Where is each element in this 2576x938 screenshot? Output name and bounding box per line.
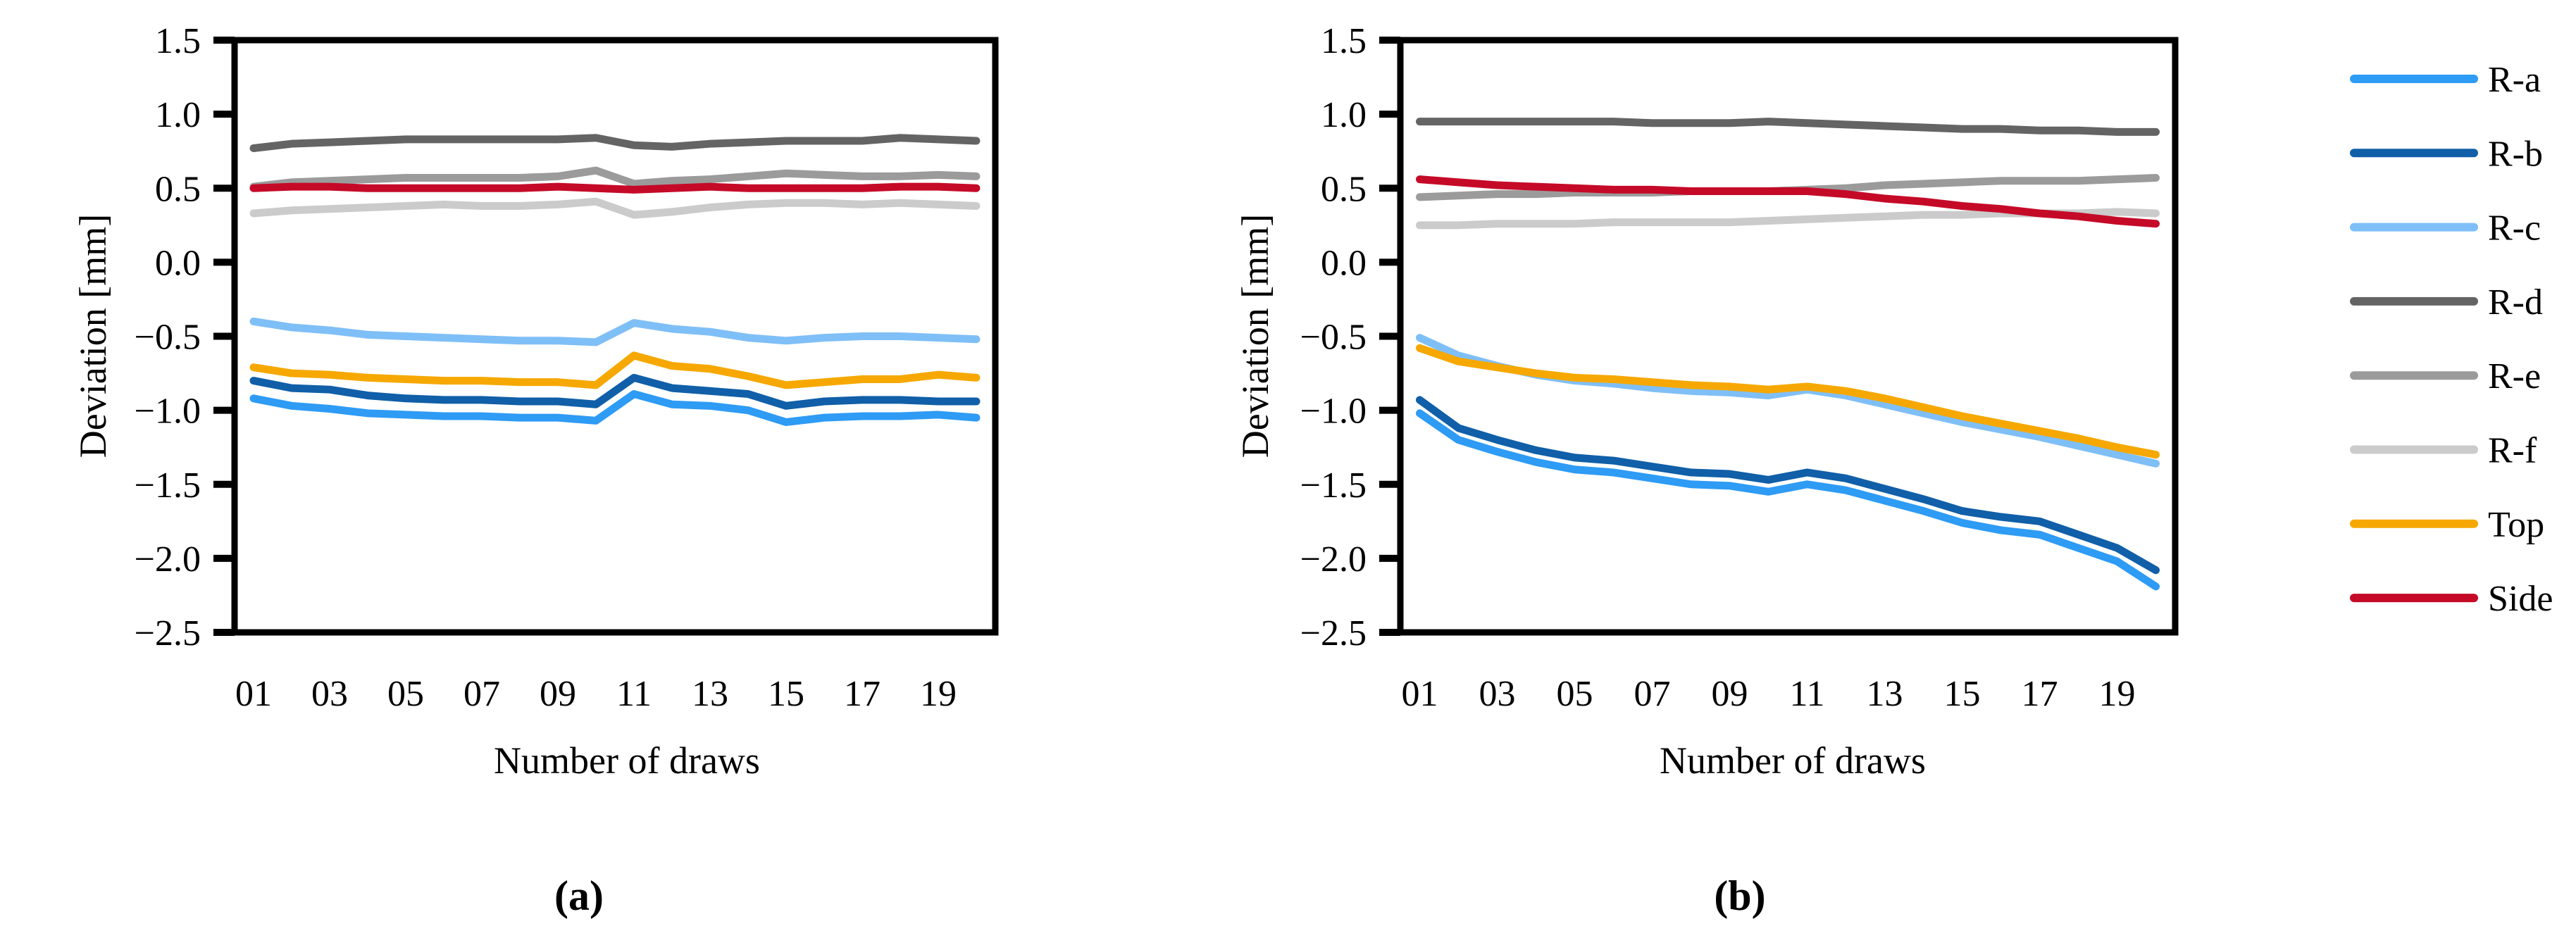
x-axis-title-b: Number of draws <box>1660 739 1926 782</box>
y-tick <box>1379 258 1400 266</box>
x-tick-labels-a: 01 03 05 07 09 11 13 15 17 19 <box>235 674 957 714</box>
caption-a: (a) <box>554 873 604 919</box>
series-group-a <box>249 134 981 426</box>
series-line-Top-a <box>249 351 981 389</box>
legend-label-R-c: R-c <box>2488 208 2541 249</box>
y-tick-label: 1.0 <box>155 95 201 135</box>
y-tick <box>213 480 235 488</box>
y-tick-label: 0.5 <box>155 169 201 209</box>
x-tick-label: 17 <box>2022 674 2058 714</box>
y-tick <box>1379 554 1400 562</box>
x-tick-labels-b: 01 03 05 07 09 11 13 15 17 19 <box>1402 674 2136 714</box>
x-axis-title-a: Number of draws <box>494 739 760 782</box>
x-tick-label: 13 <box>692 674 728 714</box>
y-tick <box>213 111 235 118</box>
x-tick-label: 03 <box>311 674 348 714</box>
y-tick-label: −2.5 <box>1300 613 1367 654</box>
y-tick-label: 1.5 <box>1321 21 1367 61</box>
series-line-R-c-a <box>249 317 981 346</box>
y-tick-label: −0.5 <box>135 318 201 358</box>
y-tick-label: −1.5 <box>135 465 201 506</box>
legend-label-R-d: R-d <box>2488 282 2543 323</box>
y-tick <box>213 37 235 44</box>
y-tick <box>1379 629 1400 636</box>
x-tick-label: 19 <box>2099 674 2136 714</box>
y-tick-labels-a: 1.5 1.0 0.5 0.0 −0.5 −1.0 −1.5 −2.0 −2.5 <box>135 21 201 654</box>
y-tick <box>213 554 235 562</box>
legend-label-Top: Top <box>2488 505 2544 545</box>
y-tick-label: 1.0 <box>1321 95 1367 135</box>
y-tick <box>1379 332 1400 340</box>
legend-label-R-b: R-b <box>2488 134 2543 174</box>
y-axis-title-b: Deviation [mm] <box>1234 214 1276 458</box>
x-tick-label: 07 <box>463 674 500 714</box>
series-line-R-d-a <box>249 134 981 152</box>
x-tick-label: 17 <box>844 674 881 714</box>
y-tick <box>1379 480 1400 488</box>
x-tick-label: 03 <box>1479 674 1516 714</box>
y-tick-label: 0.5 <box>1321 169 1367 209</box>
series-line-R-f-a <box>249 197 981 219</box>
series-line-Top-b <box>1416 344 2160 459</box>
y-tick-label: −2.5 <box>135 613 201 654</box>
y-tick-label: −2.0 <box>135 539 201 580</box>
chart-a: 1.51.00.50.0−0.5−1.0−1.5−2.0−2.5 01 03 05 0… <box>72 21 999 919</box>
y-tick-label: −2.0 <box>1300 539 1367 580</box>
x-tick-label: 07 <box>1634 674 1671 714</box>
x-tick-label: 09 <box>1712 674 1748 714</box>
x-tick-label: 15 <box>768 674 804 714</box>
legend: R-a R-b R-c R-d R-e R-f Top Side <box>2350 60 2553 619</box>
legend-label-R-a: R-a <box>2488 60 2541 100</box>
series-line-R-a-b <box>1416 409 2160 591</box>
x-tick-label: 01 <box>235 674 272 714</box>
y-tick <box>1379 37 1400 44</box>
y-tick <box>1379 111 1400 118</box>
series-line-R-b-a <box>249 373 981 410</box>
series-line-R-d-b <box>1416 118 2160 136</box>
y-tick <box>213 629 235 636</box>
y-tick <box>1379 406 1400 414</box>
series-line-Side-a <box>249 182 981 194</box>
legend-label-R-e: R-e <box>2488 356 2541 396</box>
y-tick-label: 0.0 <box>155 243 201 283</box>
x-tick-label: 15 <box>1944 674 1981 714</box>
y-tick <box>213 258 235 266</box>
y-ticks-b <box>1379 37 1400 636</box>
x-tick-label: 11 <box>1789 674 1824 714</box>
series-group-b <box>1416 118 2160 591</box>
y-tick <box>1379 185 1400 192</box>
caption-b: (b) <box>1714 873 1765 919</box>
y-tick-label: −1.0 <box>1300 392 1367 432</box>
y-tick-label: −1.5 <box>1300 465 1367 506</box>
x-tick-label: 05 <box>387 674 424 714</box>
y-ticks-a <box>213 37 235 636</box>
y-tick <box>213 332 235 340</box>
y-tick-labels-b: 1.5 1.0 0.5 0.0 −0.5 −1.0 −1.5 −2.0 −2.5 <box>1300 21 1367 654</box>
x-tick-label: 19 <box>920 674 957 714</box>
y-axis-title-a: Deviation [mm] <box>72 214 114 458</box>
series-line-R-a-a <box>249 389 981 426</box>
chart-b: 1.51.00.50.0−0.5−1.0−1.5−2.0−2.5 01 03 05 0… <box>1234 21 2179 919</box>
x-tick-label: 13 <box>1867 674 1903 714</box>
series-line-R-e-a <box>249 166 981 191</box>
x-tick-label: 09 <box>540 674 576 714</box>
legend-label-R-f: R-f <box>2488 431 2537 471</box>
series-line-Side-b <box>1416 175 2160 228</box>
x-tick-label: 11 <box>616 674 652 714</box>
y-tick-label: 1.5 <box>155 21 201 61</box>
y-tick-label: −1.0 <box>135 392 201 432</box>
x-tick-label: 05 <box>1557 674 1593 714</box>
series-line-R-b-b <box>1416 396 2160 575</box>
legend-label-Side: Side <box>2488 579 2553 619</box>
y-tick <box>213 406 235 414</box>
x-tick-label: 01 <box>1402 674 1438 714</box>
y-tick <box>213 185 235 192</box>
y-tick-label: −0.5 <box>1300 318 1367 358</box>
y-tick-label: 0.0 <box>1321 243 1367 283</box>
